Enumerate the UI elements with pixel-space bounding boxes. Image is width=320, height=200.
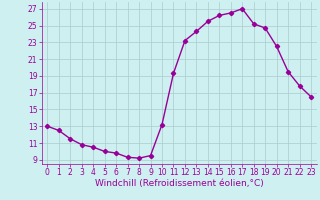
X-axis label: Windchill (Refroidissement éolien,°C): Windchill (Refroidissement éolien,°C)	[95, 179, 264, 188]
